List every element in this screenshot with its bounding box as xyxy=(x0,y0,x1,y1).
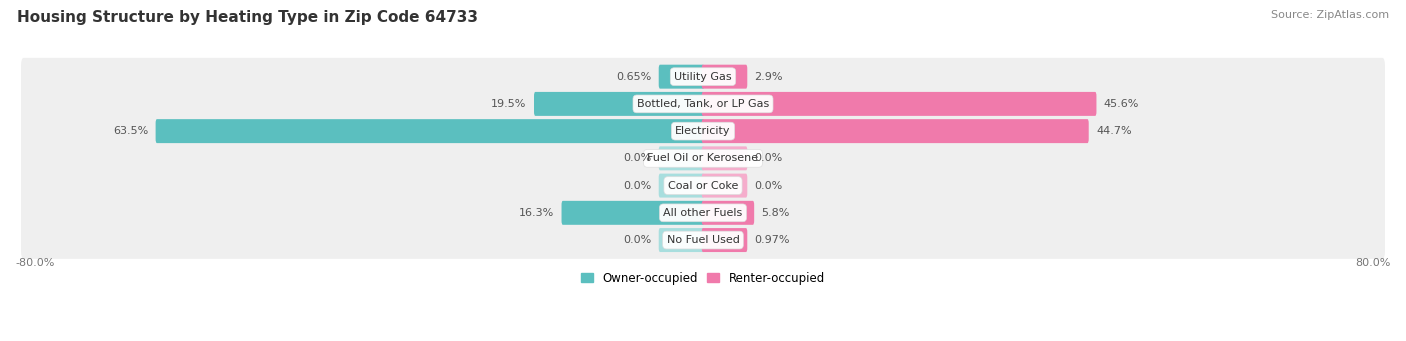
FancyBboxPatch shape xyxy=(21,139,1385,177)
Text: No Fuel Used: No Fuel Used xyxy=(666,235,740,245)
Text: Coal or Coke: Coal or Coke xyxy=(668,181,738,191)
Text: Fuel Oil or Kerosene: Fuel Oil or Kerosene xyxy=(647,153,759,163)
FancyBboxPatch shape xyxy=(21,85,1385,123)
FancyBboxPatch shape xyxy=(534,92,704,116)
FancyBboxPatch shape xyxy=(21,58,1385,95)
Text: 0.0%: 0.0% xyxy=(623,153,651,163)
Text: 0.0%: 0.0% xyxy=(755,181,783,191)
FancyBboxPatch shape xyxy=(658,228,704,252)
Text: 0.97%: 0.97% xyxy=(755,235,790,245)
FancyBboxPatch shape xyxy=(156,119,704,143)
Text: 2.9%: 2.9% xyxy=(755,72,783,81)
Text: 0.0%: 0.0% xyxy=(623,181,651,191)
Text: Electricity: Electricity xyxy=(675,126,731,136)
FancyBboxPatch shape xyxy=(702,228,748,252)
Text: 63.5%: 63.5% xyxy=(112,126,148,136)
FancyBboxPatch shape xyxy=(702,174,748,197)
Text: -80.0%: -80.0% xyxy=(15,258,55,268)
Legend: Owner-occupied, Renter-occupied: Owner-occupied, Renter-occupied xyxy=(576,267,830,290)
Text: Source: ZipAtlas.com: Source: ZipAtlas.com xyxy=(1271,10,1389,20)
Text: 44.7%: 44.7% xyxy=(1097,126,1132,136)
FancyBboxPatch shape xyxy=(658,174,704,197)
Text: 19.5%: 19.5% xyxy=(491,99,527,109)
Text: Housing Structure by Heating Type in Zip Code 64733: Housing Structure by Heating Type in Zip… xyxy=(17,10,478,25)
FancyBboxPatch shape xyxy=(21,221,1385,259)
Text: 0.0%: 0.0% xyxy=(755,153,783,163)
FancyBboxPatch shape xyxy=(21,112,1385,150)
Text: All other Fuels: All other Fuels xyxy=(664,208,742,218)
Text: 0.65%: 0.65% xyxy=(616,72,651,81)
FancyBboxPatch shape xyxy=(702,119,1088,143)
FancyBboxPatch shape xyxy=(658,146,704,170)
FancyBboxPatch shape xyxy=(561,201,704,225)
Text: Utility Gas: Utility Gas xyxy=(675,72,731,81)
FancyBboxPatch shape xyxy=(702,201,754,225)
Text: 45.6%: 45.6% xyxy=(1104,99,1139,109)
FancyBboxPatch shape xyxy=(658,65,704,89)
FancyBboxPatch shape xyxy=(702,146,748,170)
Text: 16.3%: 16.3% xyxy=(519,208,554,218)
FancyBboxPatch shape xyxy=(21,167,1385,204)
Text: Bottled, Tank, or LP Gas: Bottled, Tank, or LP Gas xyxy=(637,99,769,109)
Text: 0.0%: 0.0% xyxy=(623,235,651,245)
FancyBboxPatch shape xyxy=(21,194,1385,232)
Text: 80.0%: 80.0% xyxy=(1355,258,1391,268)
Text: 5.8%: 5.8% xyxy=(762,208,790,218)
FancyBboxPatch shape xyxy=(702,65,748,89)
FancyBboxPatch shape xyxy=(702,92,1097,116)
